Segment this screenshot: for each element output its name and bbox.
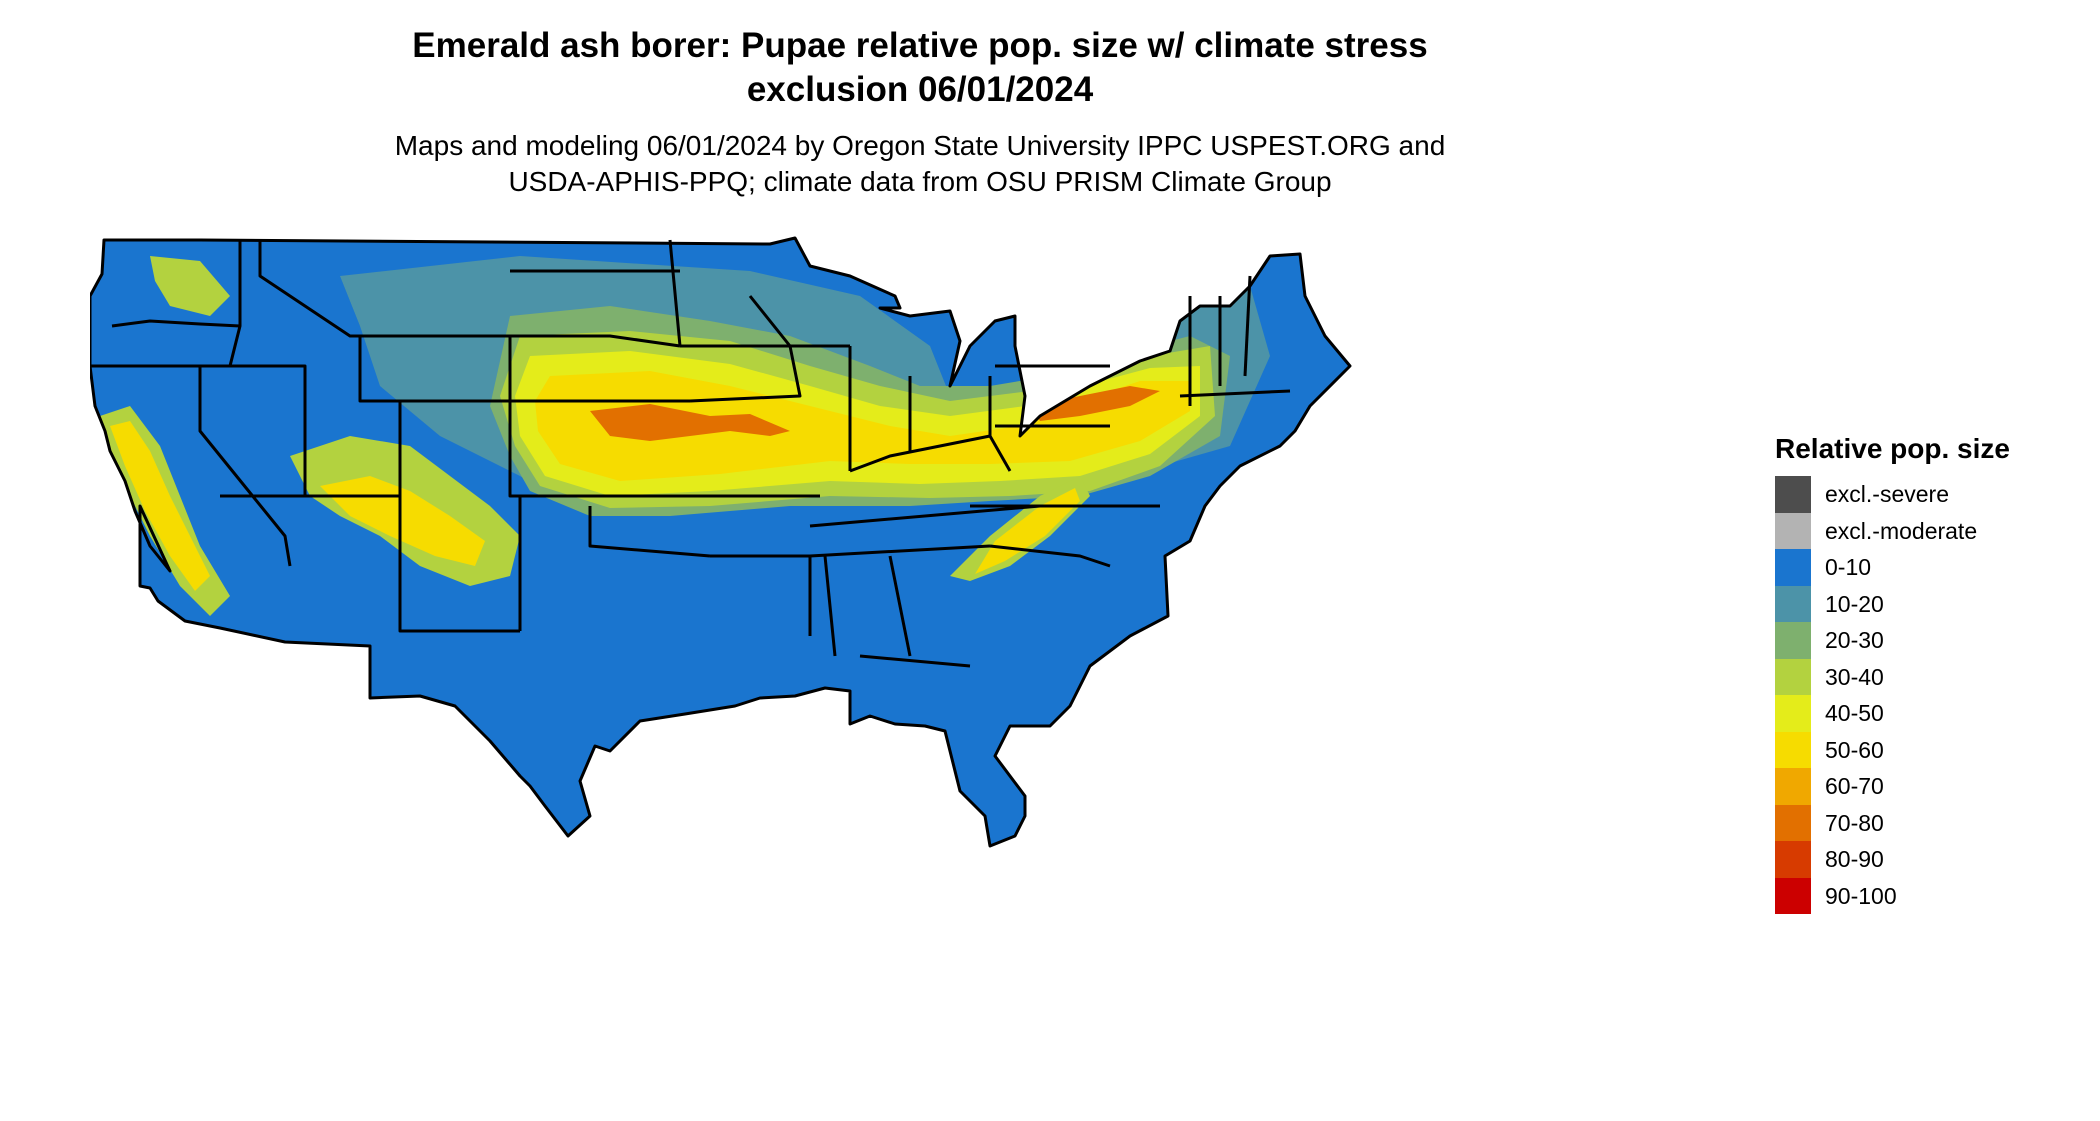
- us-outline: [88, 236, 1352, 848]
- map-title-line-2: exclusion 06/01/2024: [746, 70, 1094, 109]
- border-sd-ne: [510, 334, 681, 348]
- legend-swatch: [1775, 804, 1811, 841]
- map-subtitle-line-2: USDA-APHIS-PPQ; climate data from OSU PR…: [508, 166, 1332, 197]
- border-oh-pa: [988, 376, 1012, 472]
- border-wy-co: [358, 336, 510, 403]
- band-50-60-region: [535, 371, 1190, 481]
- border-ok-tx: [588, 506, 711, 558]
- legend-swatch: [1775, 476, 1811, 513]
- state-borders: [88, 236, 1352, 848]
- legend-item-30-40: 30-40: [1775, 658, 2085, 695]
- legend-swatch: [1775, 841, 1811, 878]
- legend-items: excl.-severe excl.-moderate 0-10 10-20 2…: [1775, 476, 2085, 914]
- legend-item-excl-moderate: excl.-moderate: [1775, 512, 2085, 549]
- border-ga-fl: [859, 654, 971, 668]
- band-50-60-rockies-patch: [320, 476, 485, 566]
- border-co-nm: [398, 401, 520, 633]
- us-map-svg: [88, 236, 1352, 848]
- band-50-60-appalachian-patch: [975, 488, 1080, 574]
- legend-item-80-90: 80-90: [1775, 841, 2085, 878]
- border-nh-me: [1243, 275, 1252, 377]
- border-ma: [1179, 389, 1291, 398]
- legend-swatch: [1775, 622, 1811, 659]
- legend-label: 50-60: [1825, 736, 1884, 763]
- legend-swatch: [1775, 585, 1811, 622]
- band-30-40-cascades-patch: [150, 256, 230, 316]
- map-subtitle-line-1: Maps and modeling 06/01/2024 by Oregon S…: [394, 130, 1446, 161]
- legend-item-40-50: 40-50: [1775, 695, 2085, 732]
- legend: Relative pop. size excl.-severe excl.-mo…: [1775, 432, 2085, 914]
- legend-item-60-70: 60-70: [1775, 768, 2085, 805]
- legend-swatch: [1775, 512, 1811, 549]
- border-id-west: [228, 240, 242, 367]
- band-50-60-west-patch: [110, 421, 210, 591]
- border-tn-ky: [809, 504, 1041, 528]
- legend-item-90-100: 90-100: [1775, 877, 2085, 914]
- legend-item-20-30: 20-30: [1775, 622, 2085, 659]
- border-nc-sc: [989, 544, 1111, 568]
- band-70-80-region-2: [1030, 386, 1160, 421]
- legend-swatch: [1775, 877, 1811, 914]
- legend-swatch: [1775, 695, 1811, 732]
- border-wi-il: [748, 295, 850, 348]
- border-wa-or: [111, 319, 241, 328]
- legend-swatch: [1775, 658, 1811, 695]
- legend-label: 80-90: [1825, 846, 1884, 873]
- legend-label: excl.-severe: [1825, 481, 1949, 508]
- border-mt-wy: [258, 240, 510, 338]
- legend-label: 0-10: [1825, 554, 1872, 581]
- border-nv-ut: [240, 364, 307, 496]
- legend-item-0-10: 0-10: [1775, 549, 2085, 586]
- legend-swatch: [1775, 768, 1811, 805]
- border-ms-al: [823, 555, 837, 657]
- legend-label: 40-50: [1825, 700, 1884, 727]
- legend-swatch: [1775, 731, 1811, 768]
- legend-label: 30-40: [1825, 663, 1884, 690]
- us-map: [88, 236, 1770, 1116]
- legend-label: 60-70: [1825, 773, 1884, 800]
- legend-item-50-60: 50-60: [1775, 731, 2085, 768]
- legend-item-70-80: 70-80: [1775, 804, 2085, 841]
- band-70-80-region: [590, 404, 790, 441]
- map-fill-layer: [90, 238, 1350, 846]
- legend-label: excl.-moderate: [1825, 517, 1978, 544]
- legend-label: 20-30: [1825, 627, 1884, 654]
- border-ohio-river: [849, 434, 991, 473]
- border-al-ga: [888, 555, 912, 657]
- border-mn-east: [668, 239, 682, 347]
- map-title-line-1: Emerald ash borer: Pupae relative pop. s…: [412, 26, 1428, 65]
- legend-label: 10-20: [1825, 590, 1884, 617]
- legend-item-10-20: 10-20: [1775, 585, 2085, 622]
- border-ca-nv: [198, 366, 292, 567]
- border-ia-mo: [680, 344, 802, 403]
- border-tn-south: [809, 544, 991, 558]
- legend-label: 90-100: [1825, 882, 1897, 909]
- legend-item-excl-severe: excl.-severe: [1775, 476, 2085, 513]
- legend-label: 70-80: [1825, 809, 1884, 836]
- legend-swatch: [1775, 549, 1811, 586]
- legend-title: Relative pop. size: [1775, 433, 2010, 464]
